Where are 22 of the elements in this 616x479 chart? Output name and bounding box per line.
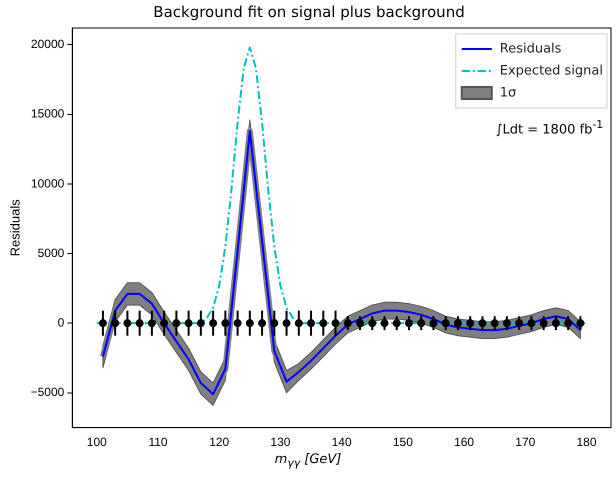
- y-axis-title: Residuals: [7, 198, 22, 256]
- x-tick-label: 140: [332, 435, 352, 450]
- x-tick-label: 160: [454, 435, 474, 450]
- legend-label: Expected signal: [500, 63, 604, 78]
- x-tick-label: 170: [515, 435, 536, 450]
- x-tick-label: 130: [270, 435, 291, 450]
- y-tick-label: 20000: [30, 37, 65, 52]
- x-tick-label: 110: [148, 435, 168, 450]
- y-tick-label: 10000: [30, 176, 65, 190]
- x-tick-label: 180: [576, 435, 597, 450]
- legend-label: 1σ: [500, 85, 516, 100]
- y-tick-label: 0: [58, 315, 65, 330]
- y-tick-label: −5000: [30, 385, 65, 400]
- x-tick-label: 100: [86, 435, 108, 450]
- y-tick-label: 5000: [38, 246, 65, 260]
- legend-label: Residuals: [500, 41, 562, 56]
- y-tick-label: 15000: [30, 106, 65, 121]
- x-tick-label: 150: [392, 435, 414, 450]
- x-tick-label: 120: [209, 435, 230, 450]
- x-axis-title: m$_{γγ}$ [GeV]: [274, 452, 342, 470]
- annotation: ∫Ldt = 1800 fb$^{-1}$: [496, 118, 604, 138]
- chart-title: Background fit on signal plus background: [153, 2, 465, 21]
